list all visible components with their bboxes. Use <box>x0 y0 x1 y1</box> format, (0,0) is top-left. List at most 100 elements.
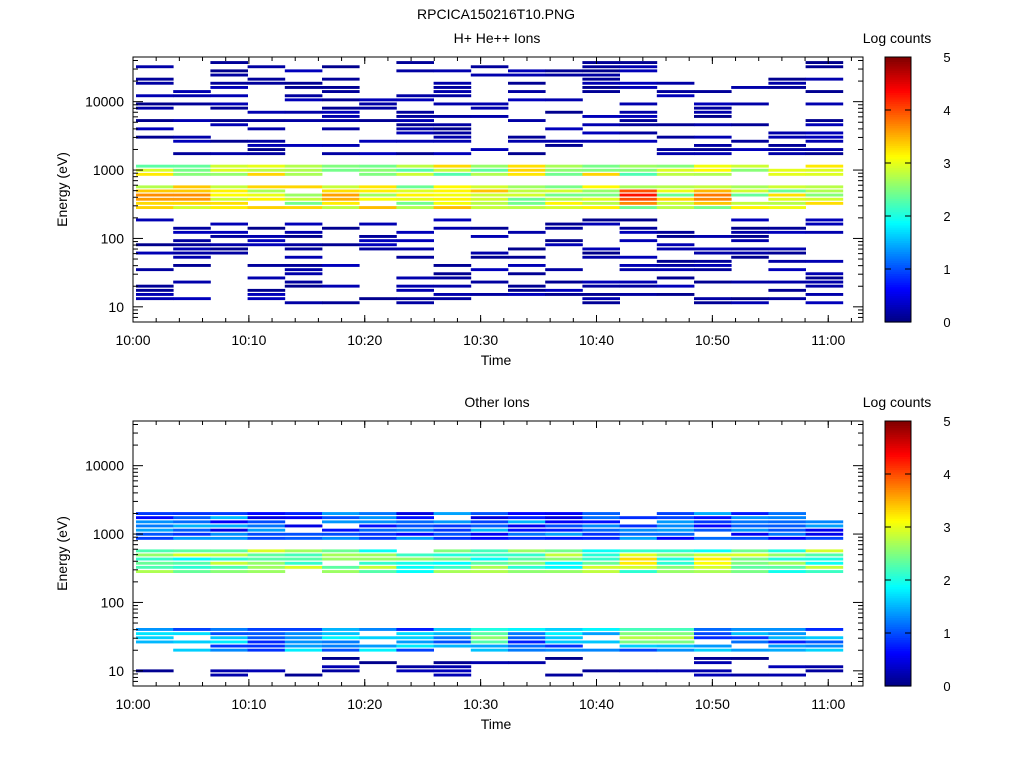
colorbar-swatch <box>885 672 911 676</box>
colorbar-swatch <box>885 560 911 563</box>
colorbar-swatch <box>885 145 911 149</box>
colorbar-swatch <box>885 626 911 630</box>
heatmap-cell <box>545 168 583 172</box>
colorbar-swatch <box>885 568 911 572</box>
heatmap-cell <box>768 561 806 565</box>
heatmap-cell <box>545 536 583 540</box>
heatmap-cell <box>136 81 174 85</box>
heatmap-cell <box>433 570 472 573</box>
colorbar-swatch <box>885 154 911 157</box>
heatmap-cell <box>322 570 360 573</box>
colorbar-swatch <box>885 79 911 82</box>
heatmap-cell <box>731 512 769 515</box>
heatmap-cell <box>619 570 658 573</box>
heatmap-cell <box>284 636 323 640</box>
heatmap-cell <box>322 90 360 93</box>
heatmap-cell <box>508 632 546 636</box>
heatmap-cell <box>508 255 546 259</box>
colorbar-tick-label: 0 <box>943 315 950 330</box>
colorbar-swatch <box>885 584 911 588</box>
heatmap-cell <box>247 536 286 540</box>
colorbar-swatch <box>885 648 911 652</box>
heatmap-cell <box>284 185 323 189</box>
heatmap-cell <box>396 570 434 573</box>
heatmap-cell <box>173 230 211 234</box>
heatmap-cell <box>768 644 806 648</box>
colorbar-swatch <box>885 70 911 74</box>
heatmap-cell <box>433 293 472 296</box>
heatmap-cell <box>284 119 323 122</box>
heatmap-cell <box>173 189 211 193</box>
colorbar-swatch <box>885 149 911 153</box>
heatmap-cell <box>136 628 174 631</box>
heatmap-cell <box>470 661 509 665</box>
heatmap-cell <box>470 168 509 172</box>
heatmap-cell <box>247 235 286 238</box>
heatmap-cell <box>619 640 658 644</box>
heatmap-cell <box>210 524 248 528</box>
colorbar-swatch <box>885 132 911 135</box>
colorbar-swatch <box>885 286 911 290</box>
heatmap-cell <box>322 86 360 89</box>
colorbar-swatch <box>885 668 911 672</box>
heatmap-cell <box>694 301 732 305</box>
heatmap-cell <box>731 226 769 230</box>
heatmap-cell <box>284 201 323 205</box>
heatmap-cell <box>582 189 620 193</box>
colorbar-swatch <box>885 566 911 570</box>
heatmap-cell <box>619 255 658 259</box>
x-tick-label: 11:00 <box>811 696 845 712</box>
heatmap-cell <box>433 102 472 106</box>
colorbar-swatch <box>885 200 911 204</box>
heatmap-cell <box>545 164 583 168</box>
heatmap-cell <box>619 239 658 243</box>
heatmap-cell <box>322 185 360 189</box>
heatmap-cell <box>508 549 546 553</box>
heatmap-cell <box>768 288 806 292</box>
heatmap-cell <box>173 243 211 247</box>
heatmap-cell <box>656 532 695 536</box>
heatmap-cell <box>582 528 620 532</box>
colorbar-swatch <box>885 302 911 305</box>
heatmap-cell <box>284 247 323 251</box>
colorbar-swatch <box>885 147 911 151</box>
heatmap-cell <box>322 628 360 631</box>
heatmap-cell <box>545 239 583 243</box>
heatmap-cell <box>396 230 434 234</box>
heatmap-cell <box>433 193 472 197</box>
colorbar-frame <box>884 420 912 687</box>
heatmap-cell <box>433 565 472 569</box>
heatmap-cell <box>619 185 658 189</box>
heatmap-cell <box>619 632 658 636</box>
heatmap-cell <box>284 268 323 272</box>
heatmap-cell <box>508 81 546 85</box>
colorbar-swatch <box>885 432 911 435</box>
heatmap-cell <box>359 628 397 631</box>
heatmap-cell <box>768 77 806 81</box>
heatmap-cell <box>731 102 769 106</box>
heatmap-cell <box>396 536 434 540</box>
heatmap-cell <box>768 152 806 156</box>
heatmap-cell <box>508 73 546 77</box>
heatmap-cell <box>508 644 546 648</box>
heatmap-cell <box>694 648 732 652</box>
heatmap-cell <box>768 251 806 255</box>
heatmap-cell <box>582 561 620 565</box>
heatmap-cell <box>768 665 806 669</box>
colorbar-swatch <box>885 493 911 497</box>
colorbar-swatch <box>885 498 911 502</box>
colorbar-swatch <box>885 531 911 535</box>
colorbar-swatch <box>885 284 911 288</box>
heatmap-cell <box>619 115 658 118</box>
colorbar-swatch <box>885 196 911 199</box>
heatmap-cell <box>359 193 397 197</box>
heatmap-cell <box>694 528 732 532</box>
heatmap-cell <box>284 222 323 226</box>
heatmap-cell <box>731 164 769 168</box>
heatmap-cell <box>284 272 323 276</box>
heatmap-cell <box>731 247 769 251</box>
heatmap-cell <box>433 197 472 201</box>
heatmap-cell <box>247 557 286 561</box>
heatmap-cell <box>136 565 174 569</box>
heatmap-cell <box>545 222 583 226</box>
